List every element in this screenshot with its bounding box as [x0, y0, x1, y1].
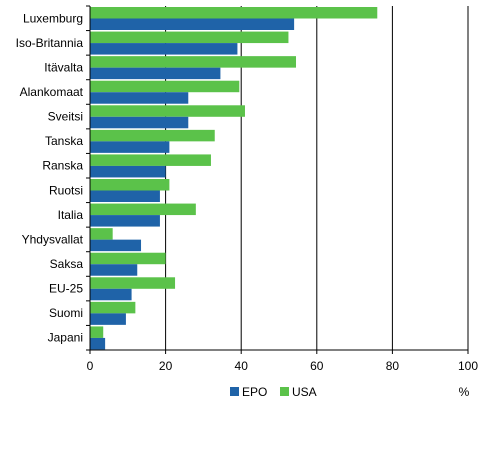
- bar-epo-0: [90, 18, 295, 30]
- legend-label-epo: EPO: [242, 385, 267, 399]
- category-label: Sveitsi: [48, 110, 83, 124]
- bar-epo-12: [90, 313, 126, 325]
- bar-epo-6: [90, 165, 166, 178]
- bar-epo-2: [90, 67, 221, 80]
- category-label: Italia: [58, 208, 84, 222]
- legend-label-usa: USA: [292, 385, 317, 399]
- bar-usa-11: [90, 277, 176, 289]
- bar-epo-13: [90, 337, 106, 350]
- bar-usa-6: [90, 154, 211, 166]
- legend-swatch-epo: [230, 387, 239, 396]
- legend: EPO USA: [230, 385, 317, 399]
- category-label: Iso-Britannia: [16, 36, 84, 50]
- category-label: Suomi: [49, 306, 83, 320]
- x-tick-label: 60: [310, 359, 324, 373]
- x-tick-label: 100: [458, 359, 478, 373]
- bars: [90, 7, 378, 350]
- category-label: Ranska: [42, 159, 83, 173]
- category-labels: Luxemburg Iso-Britannia Itävalta Alankomaat…: [16, 11, 84, 344]
- category-label: Yhdysvallat: [22, 232, 84, 246]
- category-label: Alankomaat: [20, 85, 84, 99]
- bar-epo-7: [90, 190, 160, 202]
- bar-epo-5: [90, 141, 170, 153]
- x-tick-labels: 0 20 40 60 80 100: [87, 359, 479, 373]
- category-label: Itävalta: [44, 60, 83, 74]
- category-label: Tanska: [45, 134, 83, 148]
- legend-swatch-usa: [280, 387, 289, 396]
- category-label: Ruotsi: [49, 183, 83, 197]
- bar-usa-7: [90, 179, 170, 191]
- bar-epo-4: [90, 116, 189, 129]
- bar-usa-9: [90, 228, 113, 240]
- bar-usa-12: [90, 301, 136, 314]
- bar-epo-8: [90, 215, 160, 227]
- bar-usa-13: [90, 326, 104, 338]
- bar-usa-5: [90, 129, 215, 142]
- bar-usa-0: [90, 7, 378, 19]
- bar-epo-9: [90, 239, 142, 252]
- bar-usa-10: [90, 252, 166, 265]
- category-label: Saksa: [50, 257, 84, 271]
- axes: [86, 5, 469, 354]
- bar-epo-11: [90, 288, 132, 301]
- bar-epo-3: [90, 92, 189, 104]
- x-tick-label: 0: [87, 359, 94, 373]
- unit-label: %: [459, 385, 470, 399]
- bar-usa-8: [90, 203, 196, 216]
- bar-usa-1: [90, 31, 289, 44]
- category-label: Luxemburg: [23, 11, 83, 25]
- x-tick-label: 20: [159, 359, 173, 373]
- bar-usa-2: [90, 56, 297, 68]
- x-tick-label: 40: [235, 359, 249, 373]
- bar-epo-1: [90, 43, 238, 55]
- x-tick-label: 80: [386, 359, 400, 373]
- bar-epo-10: [90, 264, 138, 276]
- category-label: Japani: [48, 331, 83, 345]
- bar-usa-3: [90, 80, 240, 93]
- bar-usa-4: [90, 105, 245, 117]
- category-label: EU-25: [49, 282, 83, 296]
